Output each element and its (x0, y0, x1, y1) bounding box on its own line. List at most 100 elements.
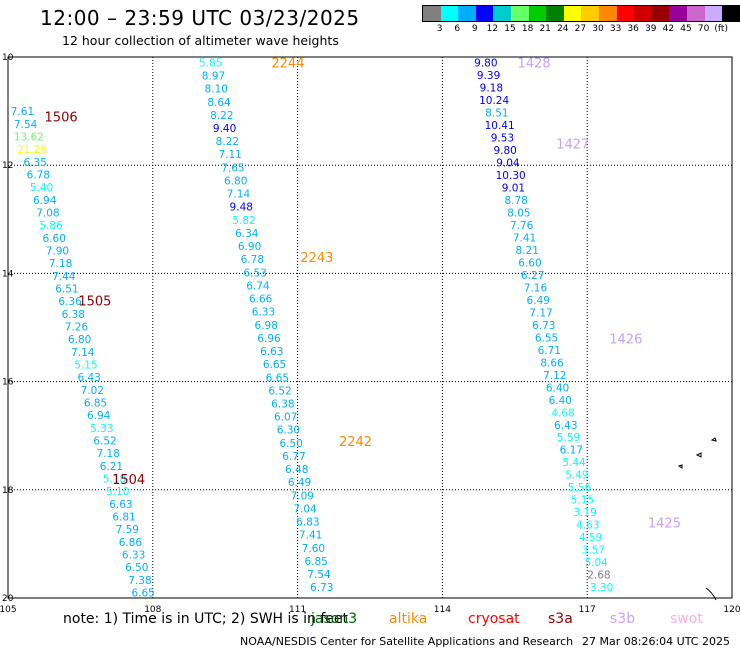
wave-height-value: 7.76 (510, 220, 534, 232)
wave-height-value: 7.08 (36, 207, 59, 219)
legend-swatch (634, 6, 652, 21)
legend-swatch (528, 6, 547, 21)
legend-label: 18 (521, 24, 534, 34)
legend-swatch (704, 6, 723, 21)
wave-height-value: 6.73 (532, 320, 555, 332)
pass-number-label: 1427 (556, 138, 589, 153)
wave-height-value: 7.14 (227, 189, 251, 201)
axis-labels: 105 108 111 114 117 120 10 12 14 16 18 20 (0, 53, 740, 615)
wave-height-value: 7.54 (307, 569, 331, 581)
x-tick-label: 105 (0, 605, 17, 615)
wave-height-value: 5.85 (199, 57, 222, 69)
wave-height-value: 5.15 (571, 495, 594, 507)
wave-height-value: 6.65 (266, 372, 289, 384)
pass-labels: 2244 2243 2242 1506 1505 1504 1428 1427 1426 1425 (45, 56, 681, 531)
wave-height-value: 7.14 (71, 347, 95, 359)
wave-height-value: 7.60 (302, 543, 325, 555)
wave-height-value: 9.53 (491, 132, 514, 144)
legend-label: 15 (504, 24, 516, 34)
legend-label: 6 (454, 24, 461, 34)
x-tick-label: 114 (434, 605, 451, 615)
wave-height-value: 6.40 (546, 382, 569, 394)
y-tick-label: 10 (2, 53, 14, 63)
legend-swatch (616, 6, 635, 21)
wave-height-value: 6.80 (224, 175, 247, 187)
wave-height-value: 6.55 (535, 332, 558, 344)
wave-height-value: 6.21 (100, 461, 123, 473)
wave-height-value: 7.04 (293, 503, 317, 515)
wave-height-value: 5.15 (74, 360, 97, 372)
footer-credit: NOAA/NESDIS Center for Satellite Applica… (240, 635, 574, 648)
note-line: note: 1) Time is in UTC; 2) SWH is in fe… (63, 611, 703, 627)
legend-label: 70 (697, 24, 710, 34)
footer: NOAA/NESDIS Center for Satellite Applica… (240, 635, 730, 648)
legend-labels: 3 6 9 12 15 18 21 24 27 30 33 36 39 42 45 70 (ft) (422, 22, 740, 36)
legend-label: 45 (680, 24, 692, 34)
wave-height-value: 7.16 (524, 282, 548, 294)
map-subtitle: 12 hour collection of altimeter wave hei… (62, 33, 339, 48)
pass-number-label: 1425 (648, 516, 681, 531)
color-legend: 3 6 9 12 15 18 21 24 27 30 33 36 39 42 45 70 (ft) (422, 5, 740, 36)
wave-height-value: 7.17 (529, 307, 552, 319)
wave-height-value: 6.40 (549, 395, 572, 407)
wave-height-value: 7.11 (218, 149, 241, 161)
pass-number-label: 2244 (271, 56, 304, 71)
wave-height-value: 6.07 (274, 412, 297, 424)
wave-height-value: 7.90 (46, 245, 69, 257)
map-grid (7, 56, 733, 599)
legend-label: 21 (539, 24, 551, 34)
wave-height-value: 6.90 (238, 241, 261, 253)
pass-number-label: 1504 (112, 473, 145, 488)
legend-label: 9 (471, 24, 478, 34)
wave-height-value: 6.17 (560, 445, 583, 457)
wave-height-value: 4.59 (579, 532, 602, 544)
coastline (677, 437, 717, 601)
wave-height-value: 7.41 (299, 530, 322, 542)
y-tick-label: 20 (2, 594, 14, 604)
wave-height-value: 6.38 (271, 399, 294, 411)
wave-height-value: 7.12 (543, 370, 566, 382)
legend-color-bar (422, 5, 740, 22)
legend-label: 24 (557, 24, 569, 34)
wave-height-value: 6.96 (257, 333, 281, 345)
wave-height-value: 4.63 (576, 520, 599, 532)
wave-height-value: 6.53 (243, 267, 266, 279)
wave-height-value: 7.41 (513, 232, 536, 244)
y-tick-label: 14 (2, 269, 14, 279)
wave-height-value: 5.56 (568, 482, 592, 494)
wave-height-value: 6.86 (119, 537, 143, 549)
wave-height-value: 8.51 (485, 107, 508, 119)
wave-height-value: 7.61 (11, 106, 34, 118)
legend-label: 12 (486, 24, 499, 34)
y-tick-label: 18 (2, 486, 14, 496)
wave-height-value: 6.50 (125, 562, 148, 574)
wave-height-value: 6.36 (58, 296, 82, 308)
wave-height-value: 6.27 (521, 270, 544, 282)
wave-height-value: 6.74 (246, 280, 270, 292)
wave-height-value: 6.49 (527, 295, 550, 307)
wave-height-value: 9.39 (477, 70, 500, 82)
wave-height-value: 5.86 (39, 220, 63, 232)
legend-swatch (669, 6, 687, 21)
wave-height-value: 8.64 (207, 97, 231, 109)
x-tick-label: 108 (144, 605, 161, 615)
wave-height-value: 6.65 (131, 588, 154, 600)
wave-height-value: 9.80 (493, 145, 516, 157)
legend-swatch (440, 6, 459, 21)
wave-height-value: 21.28 (17, 144, 47, 156)
wave-height-value: 7.65 (221, 162, 244, 174)
wave-height-value: 6.35 (23, 157, 46, 169)
wave-height-value: 5.40 (30, 182, 53, 194)
wave-height-value: 6.81 (112, 512, 135, 524)
wave-height-value: 7.09 (291, 490, 314, 502)
legend-swatch (686, 6, 705, 21)
wave-height-value: 4.68 (551, 407, 574, 419)
wave-height-value: 6.51 (55, 283, 78, 295)
legend-label: 39 (645, 24, 657, 34)
wave-height-value: 6.50 (280, 438, 303, 450)
wave-height-value: 3.30 (590, 582, 613, 594)
wave-height-value: 6.77 (282, 451, 305, 463)
legend-swatch (510, 6, 529, 21)
wave-height-value: 7.18 (49, 258, 72, 270)
wave-height-value: 6.73 (310, 582, 333, 594)
